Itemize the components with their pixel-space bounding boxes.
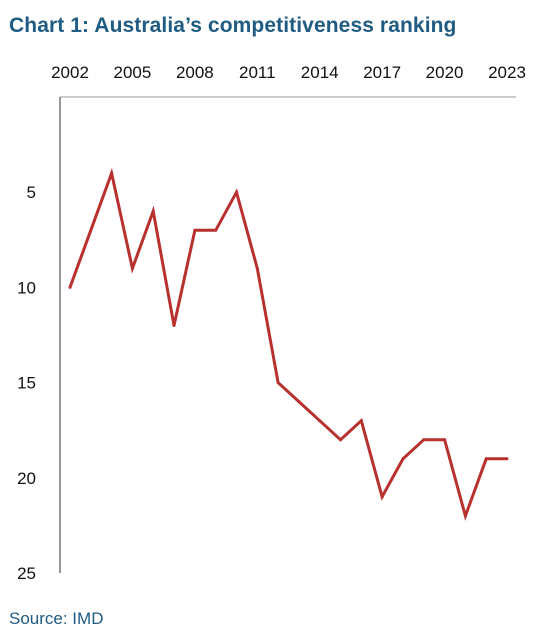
data-point (214, 228, 218, 232)
data-point (401, 457, 405, 461)
data-point (463, 514, 467, 518)
data-point (110, 171, 114, 175)
data-point (359, 419, 363, 423)
y-tick-label: 5 (27, 183, 36, 202)
data-point (276, 381, 280, 385)
data-point (484, 457, 488, 461)
data-point (193, 228, 197, 232)
data-point (422, 438, 426, 442)
data-point (130, 266, 134, 270)
data-point (380, 495, 384, 499)
y-axis-labels: 5 10 15 20 25 (17, 183, 36, 583)
data-point (151, 209, 155, 213)
data-point (297, 400, 301, 404)
x-tick-label: 2011 (239, 63, 276, 82)
x-tick-label: 2005 (114, 63, 152, 82)
data-point (505, 457, 509, 461)
data-point (255, 266, 259, 270)
data-point (89, 228, 93, 232)
y-tick-label: 20 (17, 469, 36, 488)
y-tick-label: 10 (17, 278, 36, 297)
x-tick-label: 2020 (426, 63, 464, 82)
x-axis-labels: 2002 2005 2008 2011 2014 2017 2020 2023 (51, 63, 526, 82)
source-note: Source: IMD (9, 609, 104, 628)
data-point (318, 419, 322, 423)
y-tick-label: 25 (17, 564, 36, 583)
x-tick-label: 2014 (301, 63, 339, 82)
data-point (339, 438, 343, 442)
x-tick-label: 2002 (51, 63, 89, 82)
data-point (234, 190, 238, 194)
x-tick-label: 2023 (488, 63, 526, 82)
y-tick-label: 15 (17, 374, 36, 393)
chart-title: Chart 1: Australia’s competitiveness ran… (9, 14, 457, 37)
series-line (68, 167, 507, 521)
data-point (68, 285, 72, 289)
data-points (68, 171, 509, 518)
data-point (443, 438, 447, 442)
data-point (172, 323, 176, 327)
x-tick-label: 2008 (176, 63, 214, 82)
x-tick-label: 2017 (363, 63, 401, 82)
